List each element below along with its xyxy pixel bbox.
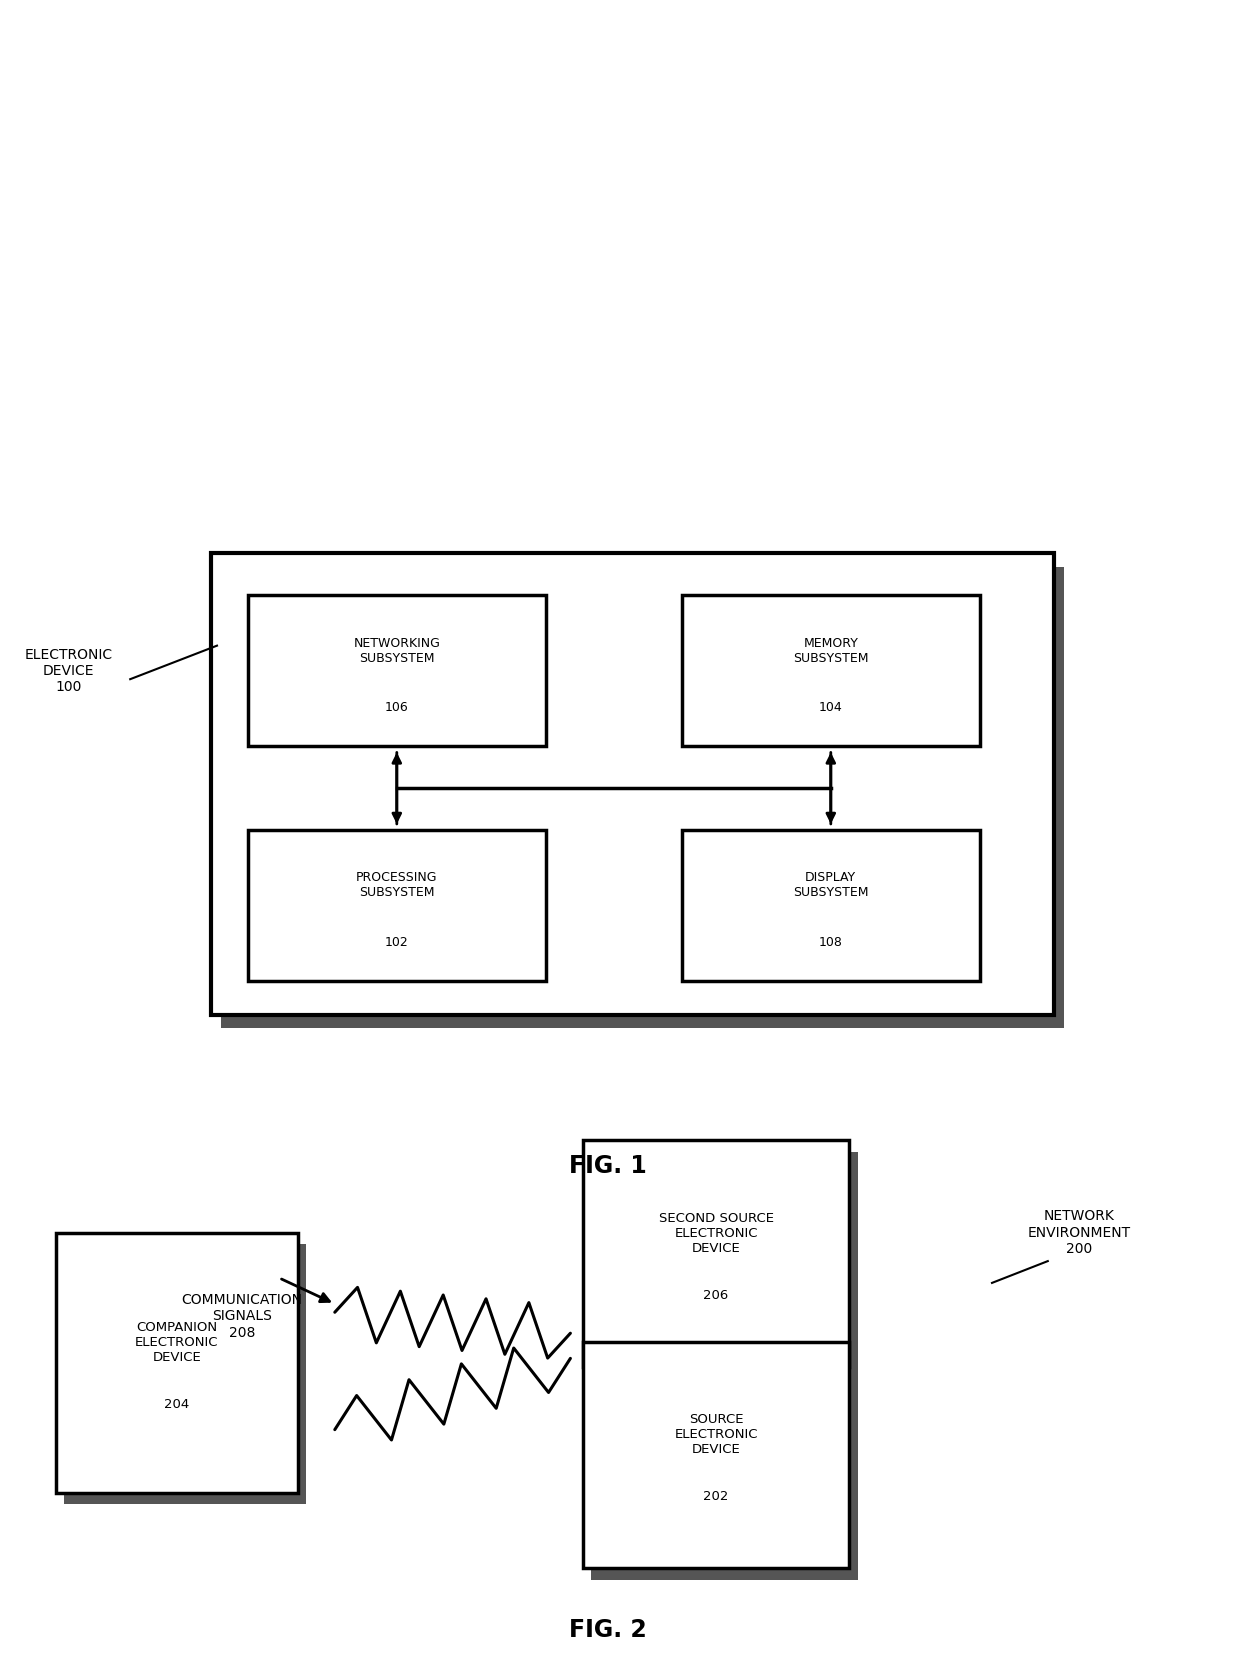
Text: FIG. 1: FIG. 1 (569, 1154, 646, 1177)
Bar (583, 1342, 849, 1568)
Text: NETWORK
ENVIRONMENT
200: NETWORK ENVIRONMENT 200 (1027, 1209, 1131, 1256)
Text: NETWORKING
SUBSYSTEM: NETWORKING SUBSYSTEM (353, 637, 440, 664)
Text: 206: 206 (703, 1290, 729, 1301)
Text: 104: 104 (818, 701, 843, 714)
Text: 202: 202 (703, 1491, 729, 1503)
Bar (56, 1233, 298, 1493)
Bar (221, 567, 1064, 1028)
Text: COMPANION
ELECTRONIC
DEVICE: COMPANION ELECTRONIC DEVICE (135, 1321, 218, 1363)
Text: 108: 108 (818, 936, 843, 949)
Bar (583, 1140, 849, 1367)
Text: COMMUNICATION
SIGNALS
208: COMMUNICATION SIGNALS 208 (181, 1293, 303, 1340)
Text: DISPLAY
SUBSYSTEM: DISPLAY SUBSYSTEM (794, 872, 868, 899)
Text: ELECTRONIC
DEVICE
100: ELECTRONIC DEVICE 100 (24, 647, 113, 694)
Text: SECOND SOURCE
ELECTRONIC
DEVICE: SECOND SOURCE ELECTRONIC DEVICE (658, 1212, 774, 1254)
Bar (248, 830, 546, 981)
Text: MEMORY
SUBSYSTEM: MEMORY SUBSYSTEM (794, 637, 868, 664)
Text: SOURCE
ELECTRONIC
DEVICE: SOURCE ELECTRONIC DEVICE (675, 1414, 758, 1456)
Bar (64, 1244, 306, 1504)
Text: 102: 102 (384, 936, 409, 949)
Bar (591, 1353, 858, 1580)
Text: PROCESSING
SUBSYSTEM: PROCESSING SUBSYSTEM (356, 872, 438, 899)
Bar (211, 553, 1054, 1015)
Bar (682, 830, 980, 981)
Text: FIG. 2: FIG. 2 (569, 1618, 646, 1642)
Text: 204: 204 (164, 1399, 190, 1410)
Bar (248, 595, 546, 746)
Text: 106: 106 (384, 701, 409, 714)
Bar (591, 1152, 858, 1378)
Bar (682, 595, 980, 746)
